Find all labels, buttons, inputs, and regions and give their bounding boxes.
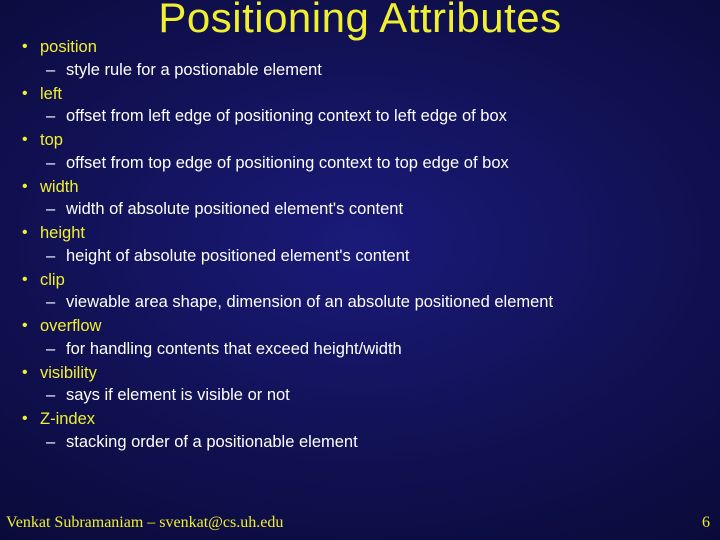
bullet-desc: viewable area shape, dimension of an abs… <box>40 291 700 314</box>
bullet-item: left offset from left edge of positionin… <box>20 83 700 129</box>
bullet-item: height height of absolute positioned ele… <box>20 222 700 268</box>
bullet-list: position style rule for a postionable el… <box>20 36 700 454</box>
bullet-term: Z-index <box>40 410 95 428</box>
bullet-desc: stacking order of a positionable element <box>40 431 700 454</box>
bullet-desc: height of absolute positioned element's … <box>40 245 700 268</box>
bullet-item: visibility says if element is visible or… <box>20 362 700 408</box>
bullet-desc: offset from left edge of positioning con… <box>40 105 700 128</box>
bullet-term: position <box>40 38 97 56</box>
bullet-desc: offset from top edge of positioning cont… <box>40 152 700 175</box>
bullet-term: height <box>40 224 85 242</box>
bullet-term: left <box>40 85 62 103</box>
bullet-desc: says if element is visible or not <box>40 384 700 407</box>
bullet-item: position style rule for a postionable el… <box>20 36 700 82</box>
slide: Positioning Attributes position style ru… <box>0 0 720 540</box>
bullet-item: top offset from top edge of positioning … <box>20 129 700 175</box>
footer-author: Venkat Subramaniam – svenkat@cs.uh.edu <box>6 514 283 532</box>
bullet-term: top <box>40 131 63 149</box>
bullet-term: visibility <box>40 364 97 382</box>
bullet-desc: style rule for a postionable element <box>40 59 700 82</box>
bullet-desc: for handling contents that exceed height… <box>40 338 700 361</box>
bullet-item: width width of absolute positioned eleme… <box>20 176 700 222</box>
bullet-item: clip viewable area shape, dimension of a… <box>20 269 700 315</box>
bullet-item: Z-index stacking order of a positionable… <box>20 408 700 454</box>
page-number: 6 <box>702 514 710 532</box>
bullet-term: clip <box>40 271 65 289</box>
bullet-term: width <box>40 178 79 196</box>
bullet-desc: width of absolute positioned element's c… <box>40 198 700 221</box>
content-area: position style rule for a postionable el… <box>20 36 700 455</box>
bullet-term: overflow <box>40 317 101 335</box>
bullet-item: overflow for handling contents that exce… <box>20 315 700 361</box>
